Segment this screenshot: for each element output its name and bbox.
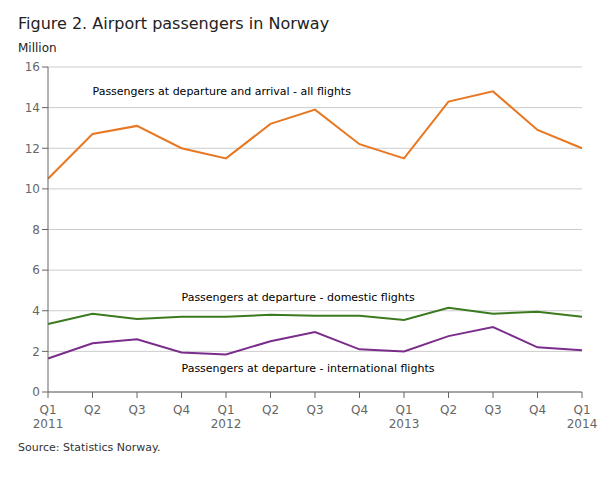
svg-text:Q12013: Q12013 [389, 403, 420, 431]
svg-text:Q12014: Q12014 [567, 403, 598, 431]
svg-text:Q12011: Q12011 [33, 403, 64, 431]
svg-text:Q4: Q4 [173, 403, 190, 417]
svg-text:Q3: Q3 [128, 403, 145, 417]
svg-text:Q2: Q2 [84, 403, 101, 417]
svg-text:Q12012: Q12012 [211, 403, 242, 431]
svg-text:10: 10 [25, 182, 40, 196]
svg-text:6: 6 [32, 263, 40, 277]
svg-text:Q4: Q4 [351, 403, 368, 417]
svg-text:12: 12 [25, 142, 40, 156]
svg-text:Passengers at departure and ar: Passengers at departure and arrival - al… [93, 85, 352, 98]
svg-text:4: 4 [32, 304, 40, 318]
svg-text:Passengers at departure - inte: Passengers at departure - international … [182, 362, 435, 375]
svg-text:Q3: Q3 [484, 403, 501, 417]
svg-text:2: 2 [32, 345, 40, 359]
html-text:Million: Million [18, 41, 57, 55]
svg-text:14: 14 [25, 101, 40, 115]
svg-text:Q2: Q2 [440, 403, 457, 417]
svg-text:8: 8 [32, 223, 40, 237]
svg-text:0: 0 [32, 385, 40, 399]
svg-text:Passengers at departure - dome: Passengers at departure - domestic fligh… [182, 291, 416, 304]
svg-text:Q2: Q2 [262, 403, 279, 417]
svg-text:Q3: Q3 [306, 403, 323, 417]
svg-text:16: 16 [25, 60, 40, 74]
html-text:Source: Statistics Norway.: Source: Statistics Norway. [18, 441, 161, 454]
html-text:Figure 2. Airport passengers i: Figure 2. Airport passengers in Norway [18, 14, 330, 33]
svg-text:Q4: Q4 [529, 403, 546, 417]
